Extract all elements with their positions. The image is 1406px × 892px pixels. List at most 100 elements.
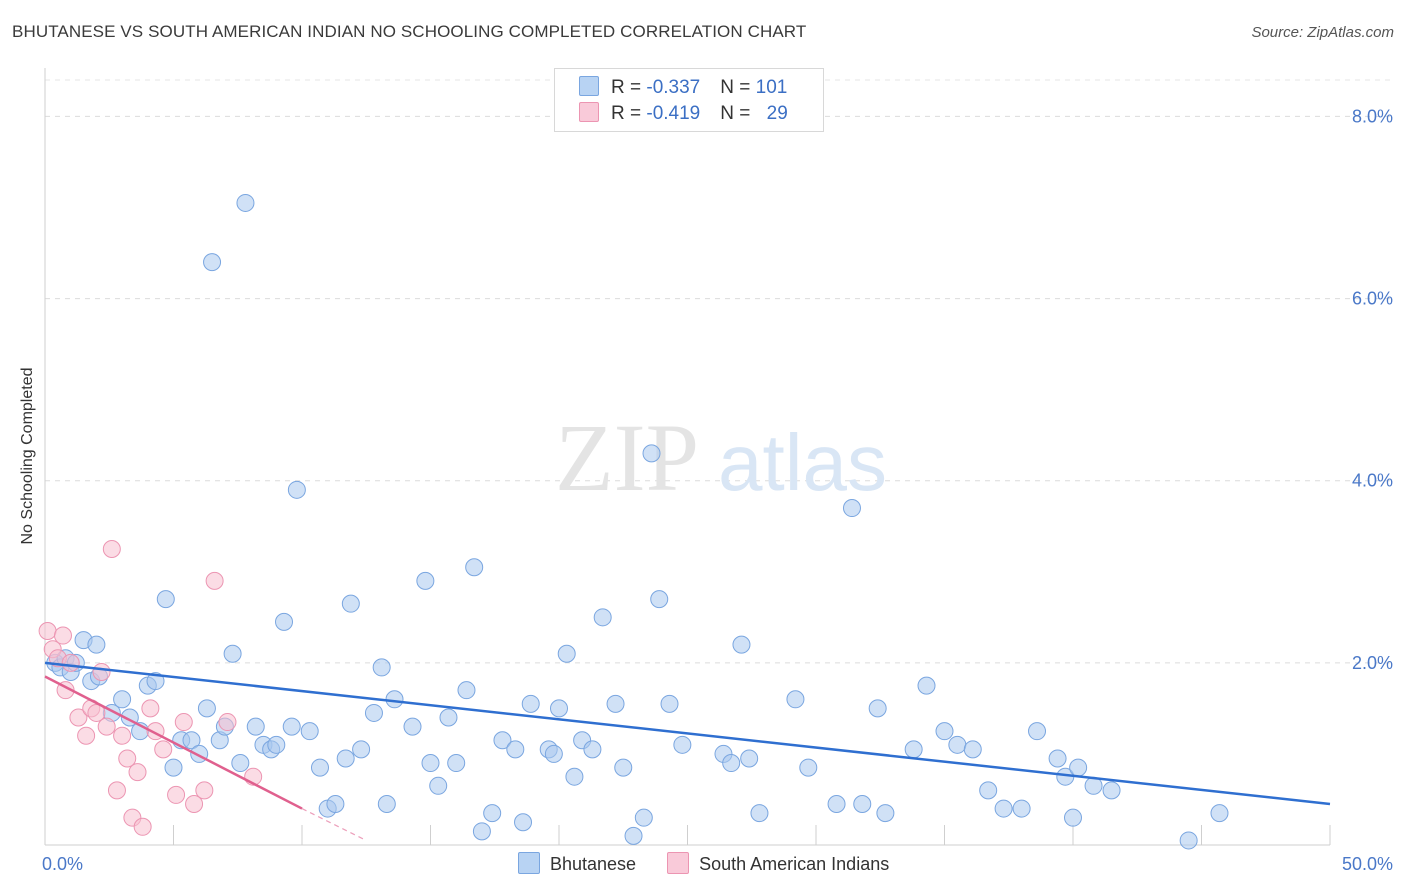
data-point (457, 681, 476, 700)
data-point (403, 717, 422, 736)
data-point (948, 735, 967, 754)
y-tick-label: 6.0% (1352, 289, 1393, 309)
legend-item-south-american-indians[interactable]: South American Indians (667, 852, 889, 875)
data-point (786, 690, 805, 709)
data-point (514, 813, 533, 832)
data-point (1028, 722, 1047, 741)
x-tick-label: 0.0% (42, 854, 83, 874)
legend-swatch-bhutanese (518, 852, 540, 874)
legend-n-label: N = (720, 103, 756, 124)
series-layer (38, 193, 1229, 850)
data-point (963, 740, 982, 759)
series-legend: Bhutanese South American Indians (518, 852, 915, 875)
data-point (341, 594, 360, 613)
legend-swatch-south-american-indians (667, 852, 690, 874)
data-point (429, 776, 448, 795)
legend-r-label: R = (611, 103, 647, 124)
data-point (118, 749, 137, 768)
data-point (650, 590, 669, 609)
data-point (1012, 799, 1031, 818)
data-point (133, 817, 152, 836)
data-point (935, 722, 954, 741)
data-point (614, 758, 633, 777)
data-point (275, 612, 294, 631)
data-point (156, 590, 175, 609)
data-point (416, 571, 435, 590)
source-credit: Source: ZipAtlas.com (1251, 24, 1394, 41)
data-point (483, 804, 502, 823)
data-point (218, 713, 237, 732)
series-bhutanese (46, 193, 1229, 850)
data-point (421, 754, 440, 773)
axes (44, 68, 1331, 846)
data-point (246, 717, 265, 736)
data-point (92, 662, 111, 681)
data-point (447, 754, 466, 773)
legend-label-bhutanese: Bhutanese (550, 854, 637, 874)
legend-r-label: R = (611, 77, 647, 98)
data-point (1179, 831, 1198, 850)
data-point (732, 635, 751, 654)
legend-label-south-american-indians: South American Indians (699, 854, 890, 874)
data-point (1069, 758, 1088, 777)
data-point (53, 626, 72, 645)
data-point (1064, 808, 1082, 827)
data-point (102, 540, 121, 559)
y-tick-label: 4.0% (1352, 471, 1393, 491)
data-point (195, 781, 214, 800)
data-point (642, 444, 661, 463)
data-point (128, 763, 147, 782)
watermark-zip: ZIP (555, 404, 699, 511)
data-point (1048, 749, 1067, 768)
data-point (750, 804, 769, 823)
data-point (1210, 804, 1229, 823)
chart-title: BHUTANESE VS SOUTH AMERICAN INDIAN NO SC… (12, 22, 807, 41)
data-point (842, 499, 861, 518)
y-tick-label: 2.0% (1352, 653, 1393, 673)
data-point (182, 731, 201, 750)
trend-lines (44, 661, 1331, 841)
data-point (917, 676, 936, 695)
legend-swatch-south-american-indians (579, 102, 599, 122)
data-point (740, 749, 759, 768)
data-point (385, 690, 404, 709)
data-point (557, 644, 576, 663)
legend-n-label: N = (720, 77, 756, 98)
data-point (372, 658, 391, 677)
data-point (197, 699, 216, 718)
data-point (223, 644, 242, 663)
trend-line-extension (301, 808, 367, 841)
correlation-legend: R = -0.337 N = 101 R = -0.419 N = 29 (554, 68, 824, 132)
data-point (364, 703, 383, 722)
data-point (38, 621, 57, 640)
data-point (154, 740, 173, 759)
legend-swatch-bhutanese (579, 76, 599, 96)
data-point (167, 785, 186, 804)
data-point (300, 722, 319, 741)
data-point (326, 795, 345, 814)
data-point (287, 480, 306, 499)
legend-r-value: -0.337 (646, 77, 701, 98)
data-point (1102, 781, 1121, 800)
data-point (203, 253, 222, 272)
data-point (465, 558, 484, 577)
tick-labels: 2.0% 4.0% 6.0% 8.0% 0.0% 50.0% (42, 106, 1393, 874)
data-point (164, 758, 183, 777)
data-point (853, 795, 872, 814)
data-point (624, 826, 643, 845)
data-point (565, 767, 584, 786)
data-point (660, 694, 679, 713)
data-point (593, 608, 612, 627)
legend-item-bhutanese[interactable]: Bhutanese (518, 852, 636, 875)
data-point (113, 690, 132, 709)
data-point (439, 708, 458, 727)
data-point (583, 740, 602, 759)
data-point (174, 713, 193, 732)
legend-row-south-american-indians: R = -0.419 N = 29 (579, 102, 788, 126)
legend-n-value: 101 (755, 77, 788, 98)
data-point (634, 808, 653, 827)
data-point (205, 571, 224, 590)
data-point (521, 694, 540, 713)
data-point (61, 653, 80, 672)
data-point (310, 758, 329, 777)
